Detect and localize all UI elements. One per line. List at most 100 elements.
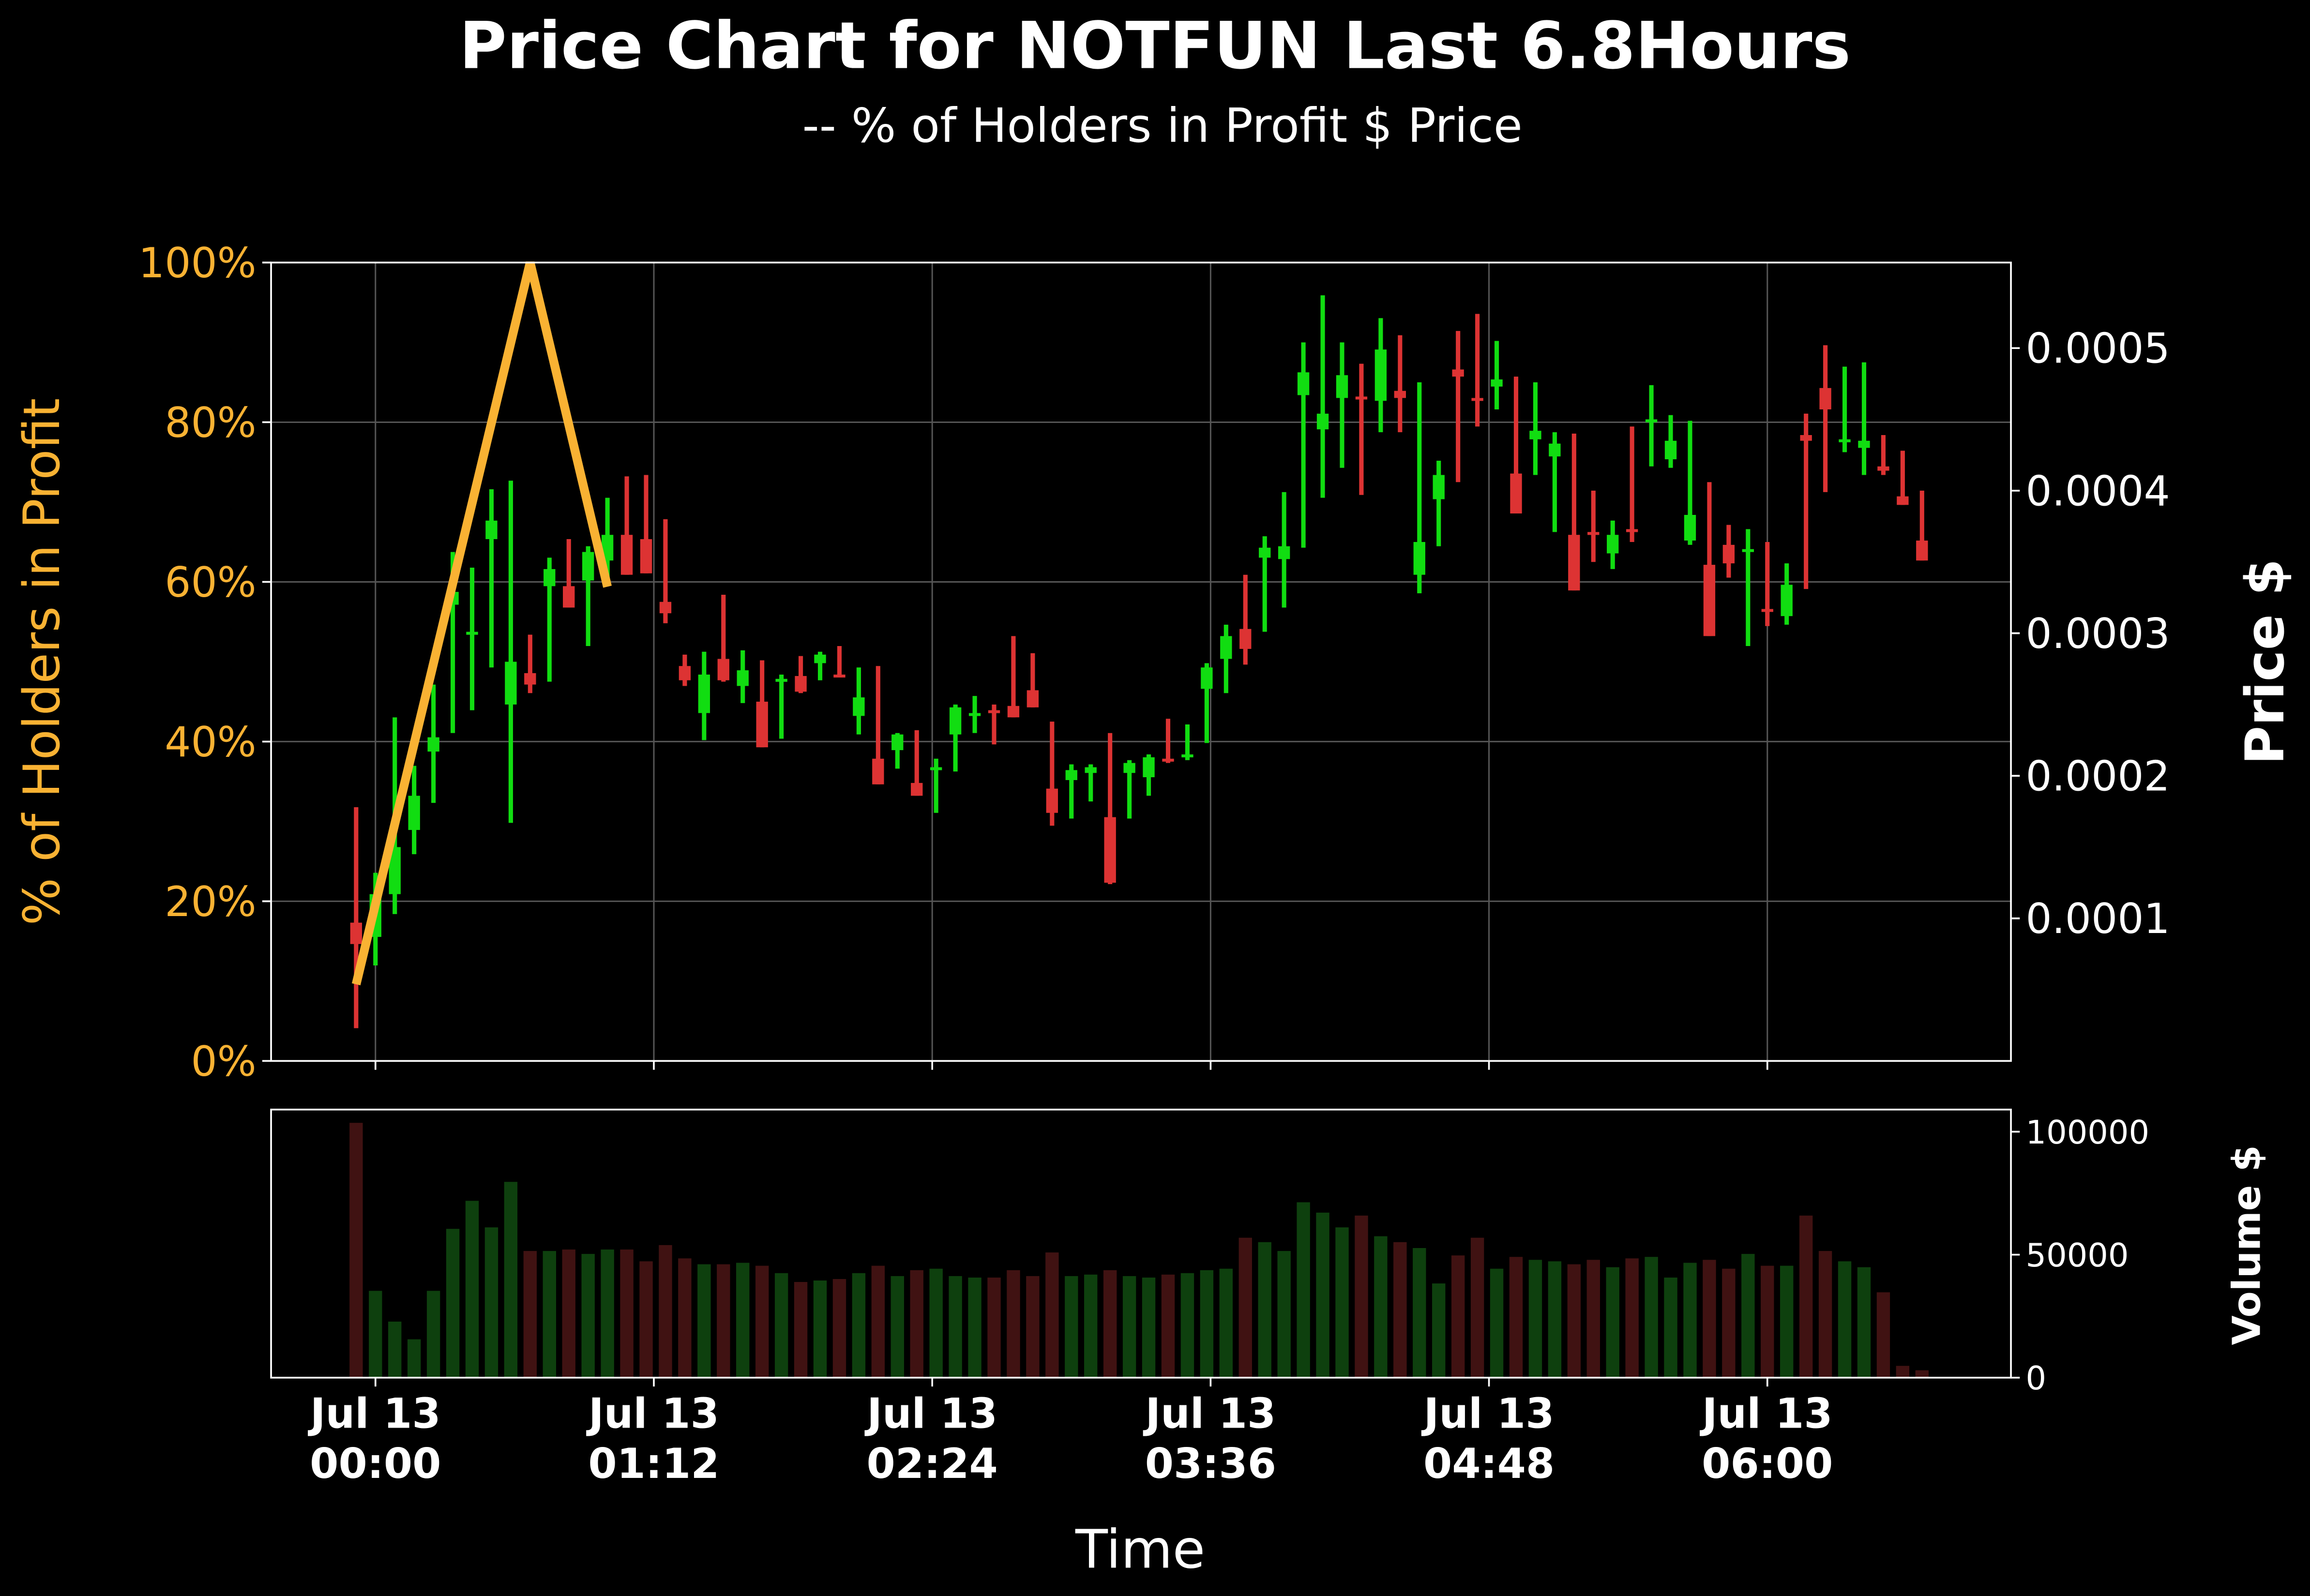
volume-bar bbox=[1142, 1277, 1156, 1378]
x-tick-label-line: Jul 13 bbox=[586, 1390, 719, 1438]
candle-body bbox=[1316, 413, 1329, 430]
volume-bar bbox=[369, 1291, 382, 1378]
candle-body bbox=[679, 666, 691, 680]
volume-bar bbox=[678, 1258, 692, 1378]
volume-bar bbox=[1490, 1268, 1504, 1378]
x-tick-label: Jul 13 00:00 bbox=[308, 1390, 441, 1488]
volume-bar bbox=[562, 1250, 575, 1378]
candle-body bbox=[911, 783, 923, 796]
candle-body bbox=[949, 707, 962, 735]
x-tick-label: Jul 13 06:00 bbox=[1700, 1390, 1833, 1488]
volume-bar bbox=[1857, 1267, 1871, 1378]
candle-body bbox=[350, 922, 362, 944]
candle-body bbox=[1819, 388, 1831, 409]
volume-bar bbox=[1528, 1260, 1542, 1378]
x-tick-label-line: Jul 13 bbox=[308, 1390, 441, 1438]
volume-bar bbox=[1200, 1270, 1214, 1378]
volume-bar bbox=[736, 1263, 750, 1378]
y-tick-label: 40% bbox=[165, 719, 256, 767]
volume-bar bbox=[832, 1279, 846, 1378]
candle-body bbox=[717, 659, 729, 680]
candle-body bbox=[1587, 532, 1600, 535]
chart-title: Price Chart for NOTFUN Last 6.8Hours bbox=[459, 8, 1851, 84]
candle-body bbox=[1877, 466, 1889, 471]
candle-body bbox=[1761, 609, 1773, 612]
volume-bar bbox=[1548, 1261, 1562, 1378]
volume-bar bbox=[659, 1245, 672, 1378]
volume-bar bbox=[1586, 1260, 1600, 1378]
volume-bar bbox=[1045, 1252, 1059, 1378]
candle-body bbox=[1858, 440, 1870, 448]
candle-body bbox=[640, 539, 652, 573]
volume-bar bbox=[1761, 1265, 1774, 1378]
y-tick-label: 20% bbox=[165, 878, 256, 926]
volume-bar bbox=[852, 1273, 866, 1378]
candle-body bbox=[1259, 547, 1271, 558]
volume-bar bbox=[755, 1265, 769, 1378]
volume-bar bbox=[407, 1339, 421, 1378]
volume-bar bbox=[523, 1251, 537, 1378]
volume-bar bbox=[504, 1182, 518, 1378]
candle-body bbox=[1781, 585, 1793, 617]
candle-body bbox=[1897, 496, 1909, 505]
candle-body bbox=[988, 710, 1000, 713]
volume-bar bbox=[717, 1264, 730, 1378]
candle-body bbox=[1568, 535, 1580, 591]
x-tick-label: Jul 13 04:48 bbox=[1421, 1390, 1555, 1488]
volume-bar bbox=[388, 1321, 402, 1378]
x-tick-label-line: Jul 13 bbox=[1421, 1390, 1555, 1438]
candle-body bbox=[930, 767, 942, 770]
volume-bar bbox=[1084, 1274, 1098, 1378]
volume-bar bbox=[601, 1250, 614, 1378]
candle-body bbox=[544, 569, 556, 587]
volume-bar bbox=[1876, 1292, 1890, 1378]
candle-body bbox=[1027, 690, 1039, 708]
volume-bar bbox=[1799, 1215, 1813, 1378]
volume-bar bbox=[1335, 1227, 1349, 1378]
x-tick-label-line: 04:48 bbox=[1423, 1440, 1555, 1488]
candle-body bbox=[1220, 636, 1232, 659]
candle-body bbox=[1626, 529, 1638, 532]
volume-bar bbox=[910, 1270, 923, 1378]
candle-body bbox=[853, 697, 865, 716]
candle-body bbox=[1703, 565, 1716, 636]
volume-bar bbox=[794, 1282, 808, 1378]
volume-bar bbox=[1258, 1242, 1271, 1378]
candle-body bbox=[1722, 544, 1735, 564]
volume-tick-label: 100000 bbox=[2026, 1114, 2150, 1151]
chart-subtitle: -- % of Holders in Profit $ Price bbox=[802, 98, 1523, 153]
candle-body bbox=[1143, 757, 1155, 778]
candle-body bbox=[1085, 767, 1097, 773]
y-tick-label: 80% bbox=[165, 399, 256, 447]
x-tick-label-line: 06:00 bbox=[1702, 1440, 1833, 1488]
x-tick-label: Jul 13 03:36 bbox=[1143, 1390, 1276, 1488]
volume-bar bbox=[465, 1201, 479, 1378]
volume-tick-label: 50000 bbox=[2026, 1236, 2129, 1274]
candle-body bbox=[1916, 541, 1928, 561]
volume-bar bbox=[1007, 1270, 1020, 1378]
candle-body bbox=[1471, 398, 1483, 401]
volume-bar bbox=[987, 1277, 1001, 1378]
volume-bar bbox=[1065, 1276, 1078, 1378]
x-tick-label-line: 02:24 bbox=[867, 1440, 998, 1488]
volume-bar bbox=[581, 1254, 595, 1378]
y2-tick-label: 0.0002 bbox=[2026, 753, 2170, 801]
volume-bar bbox=[1896, 1366, 1910, 1378]
plot-frame bbox=[270, 261, 2012, 1062]
candle-body bbox=[1201, 667, 1213, 689]
candle-body bbox=[1607, 535, 1619, 554]
candle-body bbox=[775, 678, 787, 682]
candle-body bbox=[795, 676, 807, 692]
volume-bar bbox=[1606, 1267, 1619, 1378]
candle-body bbox=[1742, 549, 1754, 552]
volume-bar bbox=[1838, 1261, 1852, 1378]
candle-body bbox=[485, 520, 498, 540]
candle-body bbox=[1529, 431, 1541, 439]
volume-bar bbox=[1509, 1257, 1523, 1378]
volume-bar bbox=[446, 1229, 460, 1378]
volume-bar bbox=[1683, 1263, 1697, 1378]
volume-bar bbox=[929, 1268, 943, 1378]
volume-bar bbox=[620, 1250, 634, 1378]
volume-bar bbox=[1393, 1242, 1407, 1378]
volume-bar bbox=[1026, 1276, 1040, 1378]
